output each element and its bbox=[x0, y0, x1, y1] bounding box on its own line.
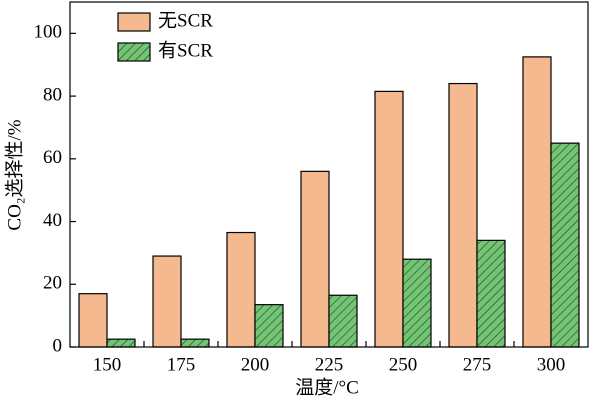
bar bbox=[522, 56, 552, 348]
x-axis-label: 温度/°C bbox=[295, 376, 359, 398]
bar bbox=[476, 239, 506, 348]
x-tick-label: 275 bbox=[463, 354, 492, 375]
y-tick-label: 0 bbox=[53, 335, 63, 356]
bar bbox=[254, 304, 284, 348]
legend-label: 有SCR bbox=[158, 39, 213, 61]
y-tick-label: 20 bbox=[43, 273, 62, 294]
legend-swatch bbox=[117, 12, 151, 32]
bar bbox=[328, 294, 358, 348]
bar bbox=[448, 82, 478, 348]
y-tick-label: 100 bbox=[34, 22, 63, 43]
bar bbox=[180, 338, 210, 348]
bar bbox=[402, 258, 432, 348]
plot-frame bbox=[69, 1, 589, 348]
y-axis-label: CO₂选择性/% bbox=[3, 119, 25, 230]
bar bbox=[78, 293, 108, 348]
x-tick-label: 200 bbox=[241, 354, 270, 375]
x-tick-label: 175 bbox=[167, 354, 196, 375]
x-tick-label: 225 bbox=[315, 354, 344, 375]
x-tick-label: 150 bbox=[93, 354, 122, 375]
y-tick-label: 60 bbox=[43, 147, 62, 168]
bar bbox=[106, 338, 136, 348]
x-tick-label: 250 bbox=[389, 354, 418, 375]
x-tick-label: 300 bbox=[537, 354, 566, 375]
bar bbox=[300, 170, 330, 348]
y-tick-label: 40 bbox=[43, 210, 62, 231]
bar bbox=[374, 90, 404, 348]
bar bbox=[152, 255, 182, 348]
legend-swatch bbox=[117, 42, 151, 62]
legend-label: 无SCR bbox=[158, 10, 213, 31]
bar bbox=[550, 142, 580, 348]
y-tick-label: 80 bbox=[43, 84, 62, 105]
bar bbox=[226, 231, 256, 348]
